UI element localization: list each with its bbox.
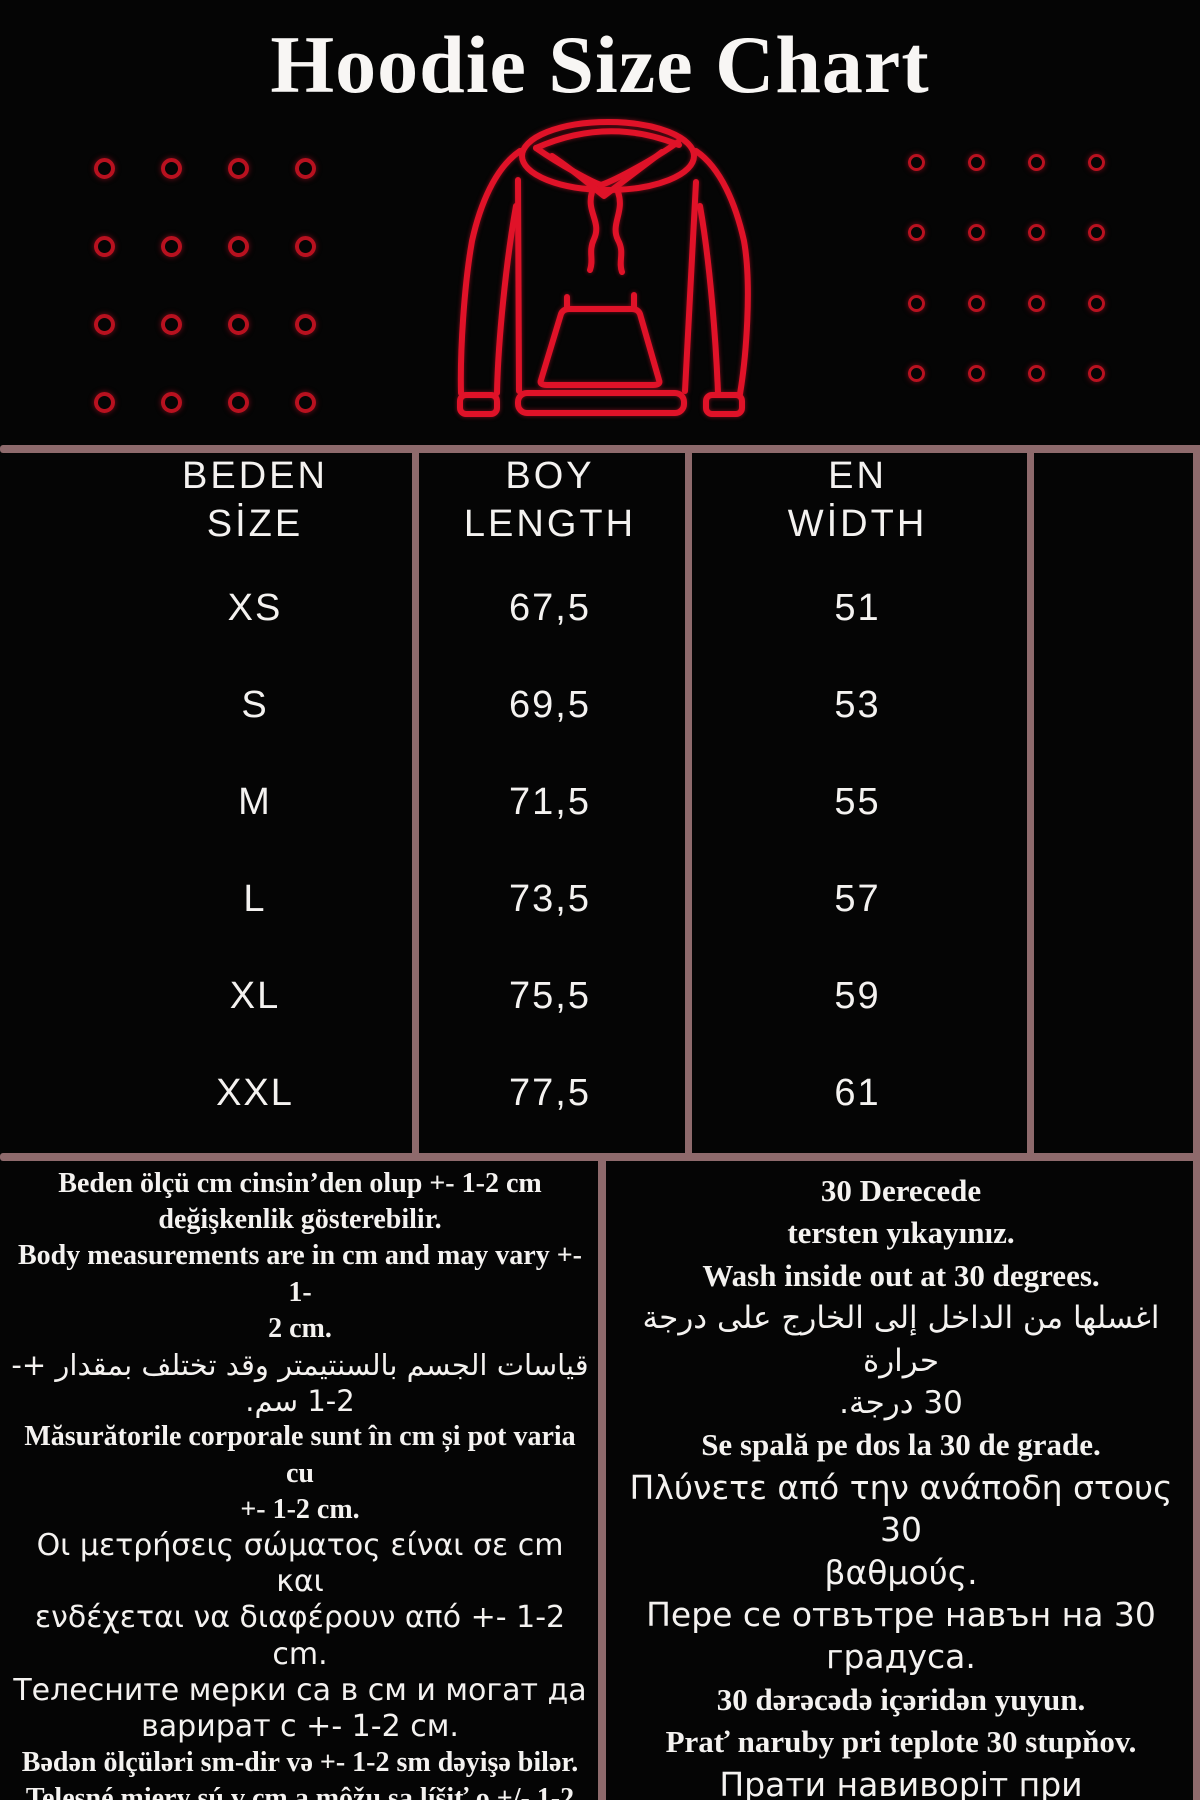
width-cell-xxl: 61 (834, 1072, 881, 1114)
eyelet-ring-icon (1087, 294, 1105, 312)
note-line: 30 درجة. (839, 1385, 963, 1422)
notes-divider-border (598, 1153, 606, 1800)
size-cell-m: M (238, 781, 272, 823)
eyelet-ring-icon (227, 391, 249, 413)
eyelet-ring-icon (1087, 153, 1105, 171)
table-top-border (0, 445, 1200, 453)
eyelet-ring-icon (227, 313, 249, 335)
column-header-length: BOY LENGTH (463, 455, 637, 545)
note-line: +- 1-2 cm. (240, 1493, 360, 1525)
size-cell-s: S (241, 684, 269, 726)
eyelet-ring-icon (93, 157, 115, 179)
note-line: βαθμούς. (824, 1552, 978, 1592)
width-cell-l: 57 (834, 878, 881, 920)
column-header-width: EN WİDTH (787, 455, 928, 545)
size-cell-xs: XS (227, 587, 283, 629)
note-line: tersten yıkayınız. (787, 1215, 1015, 1251)
eyelet-ring-icon (294, 235, 316, 257)
note-line: değişkenlik gösterebilir. (158, 1204, 442, 1236)
note-line: Măsurătorile corporale sunt în cm și pot… (24, 1421, 576, 1489)
eyelet-ring-icon (160, 313, 182, 335)
note-line: варират с +- 1-2 см. (141, 1709, 459, 1745)
note-line: Πλύνετε από την ανάποδη στους 30 (629, 1467, 1173, 1550)
eyelet-ring-icon (967, 224, 985, 241)
eyelet-ring-icon (1087, 365, 1105, 382)
length-cell-m: 71,5 (509, 781, 591, 823)
note-line: Bədən ölçüləri sm-dir və +- 1-2 sm dəyiş… (21, 1747, 579, 1779)
eyelet-ring-icon (294, 157, 316, 179)
note-line: Wash inside out at 30 degrees. (702, 1257, 1100, 1293)
eyelet-ring-icon (907, 153, 925, 171)
right-edge-border (1193, 445, 1200, 1800)
length-cell-l: 73,5 (509, 878, 591, 920)
eyelet-ring-icon (907, 224, 925, 241)
length-cell-xs: 67,5 (509, 587, 591, 629)
eyelet-ring-icon (1027, 294, 1045, 312)
note-line: قياسات الجسم بالسنتيمتر وقد تختلف بمقدار… (11, 1348, 589, 1383)
note-line: اغسلها من الداخل إلى الخارج على درجة حرا… (642, 1300, 1160, 1379)
width-cell-m: 55 (834, 781, 881, 823)
hoodie-outline-icon (457, 119, 751, 417)
eyelet-ring-icon (907, 294, 925, 312)
eyelet-ring-icon (294, 391, 316, 413)
wash-notes: 30 Derecede tersten yıkayınız. Wash insi… (612, 1170, 1190, 1800)
note-line: Prať naruby pri teplote 30 stupňov. (665, 1724, 1137, 1760)
eyelet-ring-icon (967, 153, 985, 171)
length-cell-s: 69,5 (509, 684, 591, 726)
table-column-border-1 (412, 445, 419, 1161)
note-line: Οι μετρήσεις σώματος είναι σε cm και (36, 1528, 564, 1600)
width-cell-xl: 59 (834, 975, 881, 1017)
eyelet-ring-icon (1027, 365, 1045, 382)
eyelet-ring-icon (1027, 153, 1045, 171)
eyelet-ring-icon (1027, 224, 1045, 241)
table-column-border-3 (1027, 445, 1034, 1161)
eyelet-ring-icon (1087, 224, 1105, 241)
length-cell-xl: 75,5 (509, 975, 591, 1017)
length-cell-xxl: 77,5 (509, 1072, 591, 1114)
note-line: 1-2 سم. (245, 1384, 355, 1419)
note-line: Body measurements are in cm and may vary… (18, 1240, 582, 1308)
table-column-border-2 (685, 445, 692, 1161)
eyelet-ring-icon (294, 313, 316, 335)
note-line: Beden ölçü cm cinsin’den olup +- 1-2 cm (58, 1168, 542, 1199)
eyelet-ring-icon (907, 365, 925, 382)
note-line: 30 Derecede (820, 1173, 982, 1208)
note-line: Прати навиворіт при температурі 30 (719, 1764, 1083, 1800)
column-header-size: BEDEN SİZE (182, 455, 328, 545)
eyelet-ring-icon (160, 235, 182, 257)
size-cell-xl: XL (229, 975, 281, 1017)
eyelet-ring-icon (227, 235, 249, 257)
eyelet-ring-icon (160, 391, 182, 413)
note-line: Telesné miery sú v cm a môžu sa líšiť o … (25, 1783, 575, 1800)
eyelet-ring-icon (967, 365, 985, 382)
measurement-notes: Beden ölçü cm cinsin’den olup +- 1-2 cm … (10, 1166, 590, 1800)
eyelet-ring-icon (93, 391, 115, 413)
width-cell-xs: 51 (834, 587, 881, 629)
eyelet-ring-icon (93, 313, 115, 335)
eyelet-ring-icon (227, 157, 249, 179)
note-line: Телесните мерки са в см и могат да (13, 1672, 587, 1708)
eyelet-ring-icon (967, 294, 985, 312)
note-line: Se spală pe dos la 30 de grade. (701, 1427, 1101, 1463)
page-title: Hoodie Size Chart (270, 19, 930, 110)
eyelet-ring-icon (93, 235, 115, 257)
note-line: Пере се отвътре навън на 30 градуса. (646, 1595, 1156, 1677)
width-cell-s: 53 (834, 684, 881, 726)
note-line: ενδέχεται να διαφέρουν από +- 1-2 cm. (34, 1600, 566, 1672)
size-cell-l: L (243, 878, 267, 920)
size-cell-xxl: XXL (216, 1072, 294, 1114)
eyelet-ring-icon (160, 157, 182, 179)
note-line: 30 dərəcədə içəridən yuyun. (716, 1681, 1086, 1717)
note-line: 2 cm. (268, 1312, 332, 1344)
